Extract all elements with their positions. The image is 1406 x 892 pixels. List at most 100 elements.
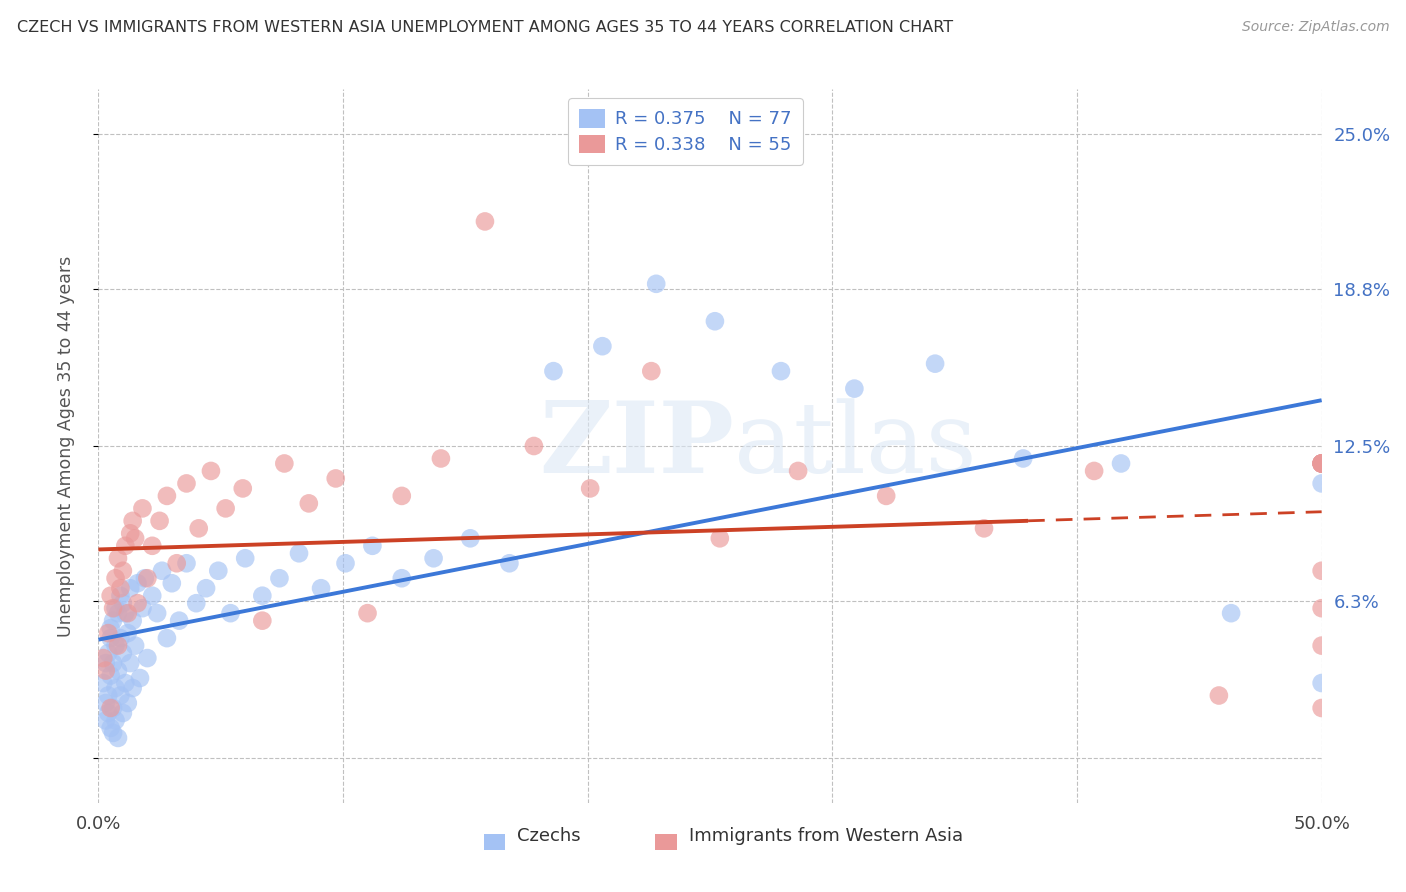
Point: [127, 596, 149, 610]
Point: [117, 696, 139, 710]
Point: [187, 521, 209, 535]
Point: [252, 614, 274, 628]
Point: [104, 681, 127, 695]
Point: [104, 714, 127, 728]
Point: [101, 726, 124, 740]
Point: [149, 514, 172, 528]
Point: [121, 681, 143, 695]
Point: [91, 676, 114, 690]
Text: ZIP: ZIP: [540, 398, 734, 494]
Point: [186, 596, 208, 610]
Point: [100, 621, 122, 635]
Point: [645, 277, 668, 291]
Point: [124, 639, 146, 653]
Point: [97, 626, 120, 640]
Point: [117, 626, 139, 640]
Point: [1310, 457, 1333, 471]
Point: [1310, 457, 1333, 471]
Point: [129, 671, 152, 685]
Point: [104, 601, 127, 615]
Point: [107, 639, 129, 653]
Point: [1310, 676, 1333, 690]
Bar: [655, 834, 676, 850]
Point: [207, 564, 229, 578]
Point: [117, 606, 139, 620]
Point: [107, 606, 129, 620]
Legend: R = 0.375    N = 77, R = 0.338    N = 55: R = 0.375 N = 77, R = 0.338 N = 55: [568, 98, 803, 165]
Point: [100, 701, 122, 715]
Point: [100, 589, 122, 603]
Point: [97, 689, 120, 703]
Point: [195, 581, 218, 595]
Point: [1220, 606, 1243, 620]
Point: [579, 482, 602, 496]
Point: [498, 556, 520, 570]
Point: [101, 656, 124, 670]
Point: [111, 706, 134, 720]
Point: [640, 364, 662, 378]
Point: [309, 581, 332, 595]
Point: [120, 656, 142, 670]
Point: [94, 664, 117, 678]
Point: [391, 571, 413, 585]
Point: [120, 526, 142, 541]
Point: [1310, 457, 1333, 471]
Point: [110, 581, 132, 595]
Point: [1083, 464, 1105, 478]
Point: [1310, 457, 1333, 471]
Point: [136, 651, 159, 665]
Point: [1012, 451, 1035, 466]
Point: [101, 614, 124, 628]
Point: [94, 696, 117, 710]
Point: [844, 382, 866, 396]
Point: [107, 664, 129, 678]
Point: [233, 551, 256, 566]
Point: [141, 589, 163, 603]
Point: [101, 601, 124, 615]
Point: [166, 556, 188, 570]
Point: [141, 539, 163, 553]
Point: [156, 489, 179, 503]
Point: [104, 571, 127, 585]
Point: [176, 476, 198, 491]
Point: [430, 451, 453, 466]
Point: [120, 581, 142, 595]
Text: Immigrants from Western Asia: Immigrants from Western Asia: [689, 827, 963, 845]
Point: [111, 596, 134, 610]
Point: [875, 489, 897, 503]
Point: [361, 539, 384, 553]
Point: [1310, 457, 1333, 471]
Point: [110, 589, 132, 603]
Point: [543, 364, 565, 378]
Point: [325, 471, 347, 485]
Point: [131, 601, 153, 615]
Point: [273, 457, 295, 471]
Point: [1310, 457, 1333, 471]
Point: [252, 589, 274, 603]
Point: [232, 482, 254, 496]
Point: [422, 551, 444, 566]
Point: [100, 631, 122, 645]
Point: [160, 576, 183, 591]
Point: [146, 606, 169, 620]
Point: [200, 464, 222, 478]
Point: [124, 531, 146, 545]
Point: [97, 646, 120, 660]
Point: [1109, 457, 1132, 471]
Point: [111, 646, 134, 660]
Point: [131, 501, 153, 516]
Point: [136, 571, 159, 585]
Point: [176, 556, 198, 570]
Point: [924, 357, 946, 371]
Point: [523, 439, 546, 453]
Point: [335, 556, 357, 570]
Point: [104, 639, 127, 653]
Text: CZECH VS IMMIGRANTS FROM WESTERN ASIA UNEMPLOYMENT AMONG AGES 35 TO 44 YEARS COR: CZECH VS IMMIGRANTS FROM WESTERN ASIA UN…: [17, 20, 953, 35]
Text: Source: ZipAtlas.com: Source: ZipAtlas.com: [1241, 20, 1389, 34]
Text: atlas: atlas: [734, 398, 977, 494]
Text: Czechs: Czechs: [517, 827, 581, 845]
Point: [121, 614, 143, 628]
Point: [107, 551, 129, 566]
Point: [114, 676, 136, 690]
Point: [1310, 476, 1333, 491]
